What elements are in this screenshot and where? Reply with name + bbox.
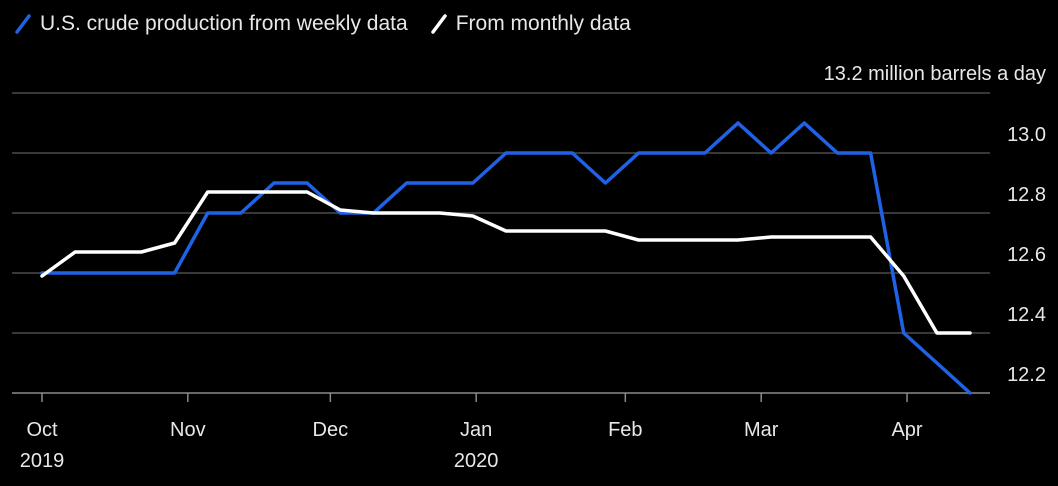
y-tick-label: 12.4 [1007, 304, 1046, 326]
y-tick-label: 12.2 [1007, 364, 1046, 386]
x-tick-label: Feb [608, 419, 642, 441]
x-tick-year-label: 2020 [454, 450, 499, 472]
legend-swatch-monthly [430, 14, 447, 34]
y-tick-label: 13.0 [1007, 124, 1046, 146]
x-axis-ticks: Oct 2019 Nov Dec Jan 2020 Feb Mar Apr [20, 393, 923, 472]
x-tick-label: Mar [744, 419, 779, 441]
legend-item-weekly: U.S. crude production from weekly data [14, 12, 408, 36]
series-lines [40, 121, 972, 395]
y-axis-ticks: 12.2 12.4 12.6 12.8 13.0 [1007, 124, 1046, 386]
legend-label-weekly: U.S. crude production from weekly data [40, 12, 408, 35]
x-tick-label: Dec [313, 419, 349, 441]
y-tick-label: 12.6 [1007, 244, 1046, 266]
y-axis-unit-label: 13.2 million barrels a day [824, 63, 1046, 85]
x-tick-label: Apr [891, 419, 922, 441]
series-line-weekly [40, 121, 972, 395]
x-tick-year-label: 2019 [20, 450, 65, 472]
x-tick-label: Nov [170, 419, 206, 441]
x-tick-label: Oct [26, 419, 58, 441]
legend: U.S. crude production from weekly data F… [14, 12, 653, 36]
legend-label-monthly: From monthly data [455, 12, 631, 35]
y-tick-label: 12.8 [1007, 184, 1046, 206]
series-line-monthly [40, 190, 972, 335]
legend-item-monthly: From monthly data [430, 12, 631, 36]
legend-swatch-weekly [15, 14, 31, 34]
gridlines [12, 92, 990, 394]
x-tick-label: Jan [460, 419, 492, 441]
